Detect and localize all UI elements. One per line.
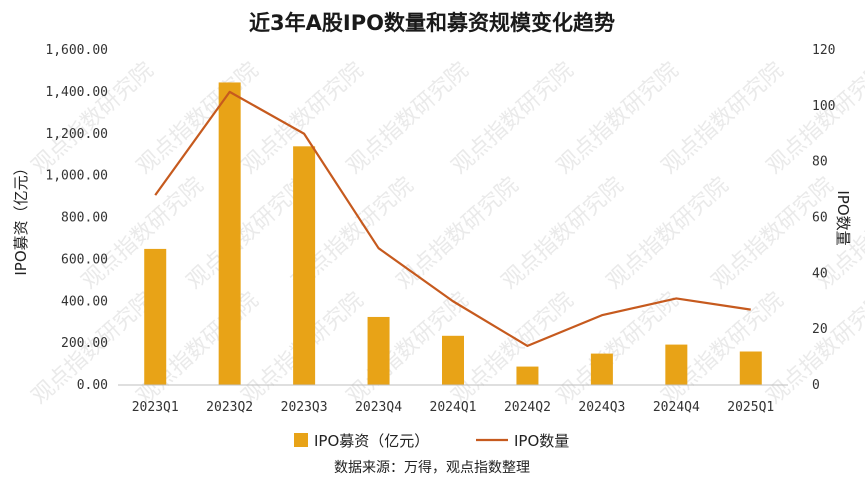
- right-tick-label: 100: [812, 99, 835, 114]
- bar-2023Q2: [218, 82, 241, 385]
- x-tick-label: 2024Q4: [653, 400, 700, 415]
- right-axis-title: IPO数量: [834, 190, 852, 245]
- x-tick-label: 2024Q3: [578, 400, 625, 415]
- legend-label-bar: IPO募资（亿元）: [314, 432, 429, 450]
- right-axis-ticks: 0 20 40 60 80 100 120: [812, 43, 835, 393]
- x-tick-label: 2025Q1: [727, 400, 774, 415]
- legend: IPO募资（亿元） IPO数量: [294, 432, 569, 450]
- bar-2024Q1: [442, 335, 464, 385]
- x-axis-ticks: 2023Q1 2023Q2 2023Q3 2023Q4 2024Q1 2024Q2 2024…: [132, 400, 775, 415]
- right-tick-label: 20: [812, 322, 828, 337]
- left-axis-title: IPO募资（亿元）: [12, 160, 30, 275]
- left-tick-label: 200.00: [61, 336, 108, 351]
- left-tick-label: 800.00: [61, 211, 108, 226]
- right-tick-label: 80: [812, 155, 828, 170]
- right-tick-label: 60: [812, 211, 828, 226]
- x-tick-label: 2023Q3: [281, 400, 328, 415]
- left-tick-label: 600.00: [61, 252, 108, 267]
- bar-2024Q4: [665, 344, 688, 385]
- left-axis-ticks: 0.00 200.00 400.00 600.00 800.00 1,000.00 1,20…: [45, 43, 108, 393]
- x-tick-label: 2023Q2: [206, 400, 253, 415]
- right-tick-label: 0: [812, 378, 820, 393]
- x-tick-label: 2024Q1: [430, 400, 477, 415]
- left-tick-label: 0.00: [77, 378, 108, 393]
- bar-series: [144, 82, 762, 385]
- chart-title: 近3年A股IPO数量和募资规模变化趋势: [249, 11, 615, 35]
- left-tick-label: 1,400.00: [45, 85, 108, 100]
- x-tick-label: 2023Q4: [355, 400, 402, 415]
- data-source-note: 数据来源：万得，观点指数整理: [334, 459, 530, 476]
- right-tick-label: 40: [812, 266, 828, 281]
- right-tick-label: 120: [812, 43, 835, 58]
- bar-2024Q2: [516, 366, 539, 385]
- bar-2023Q1: [144, 248, 167, 385]
- bar-2023Q4: [367, 316, 390, 385]
- bar-2023Q3: [293, 146, 316, 385]
- x-tick-label: 2024Q2: [504, 400, 551, 415]
- left-tick-label: 1,200.00: [45, 127, 108, 142]
- line-series-group: [154, 90, 751, 348]
- x-tick-label: 2023Q1: [132, 400, 179, 415]
- legend-swatch-bar: [294, 433, 308, 447]
- left-tick-label: 1,600.00: [45, 43, 108, 58]
- legend-label-line: IPO数量: [514, 432, 569, 450]
- left-tick-label: 1,000.00: [45, 169, 108, 184]
- left-tick-label: 400.00: [61, 294, 108, 309]
- bar-2024Q3: [590, 353, 613, 385]
- bar-2025Q1: [739, 351, 762, 385]
